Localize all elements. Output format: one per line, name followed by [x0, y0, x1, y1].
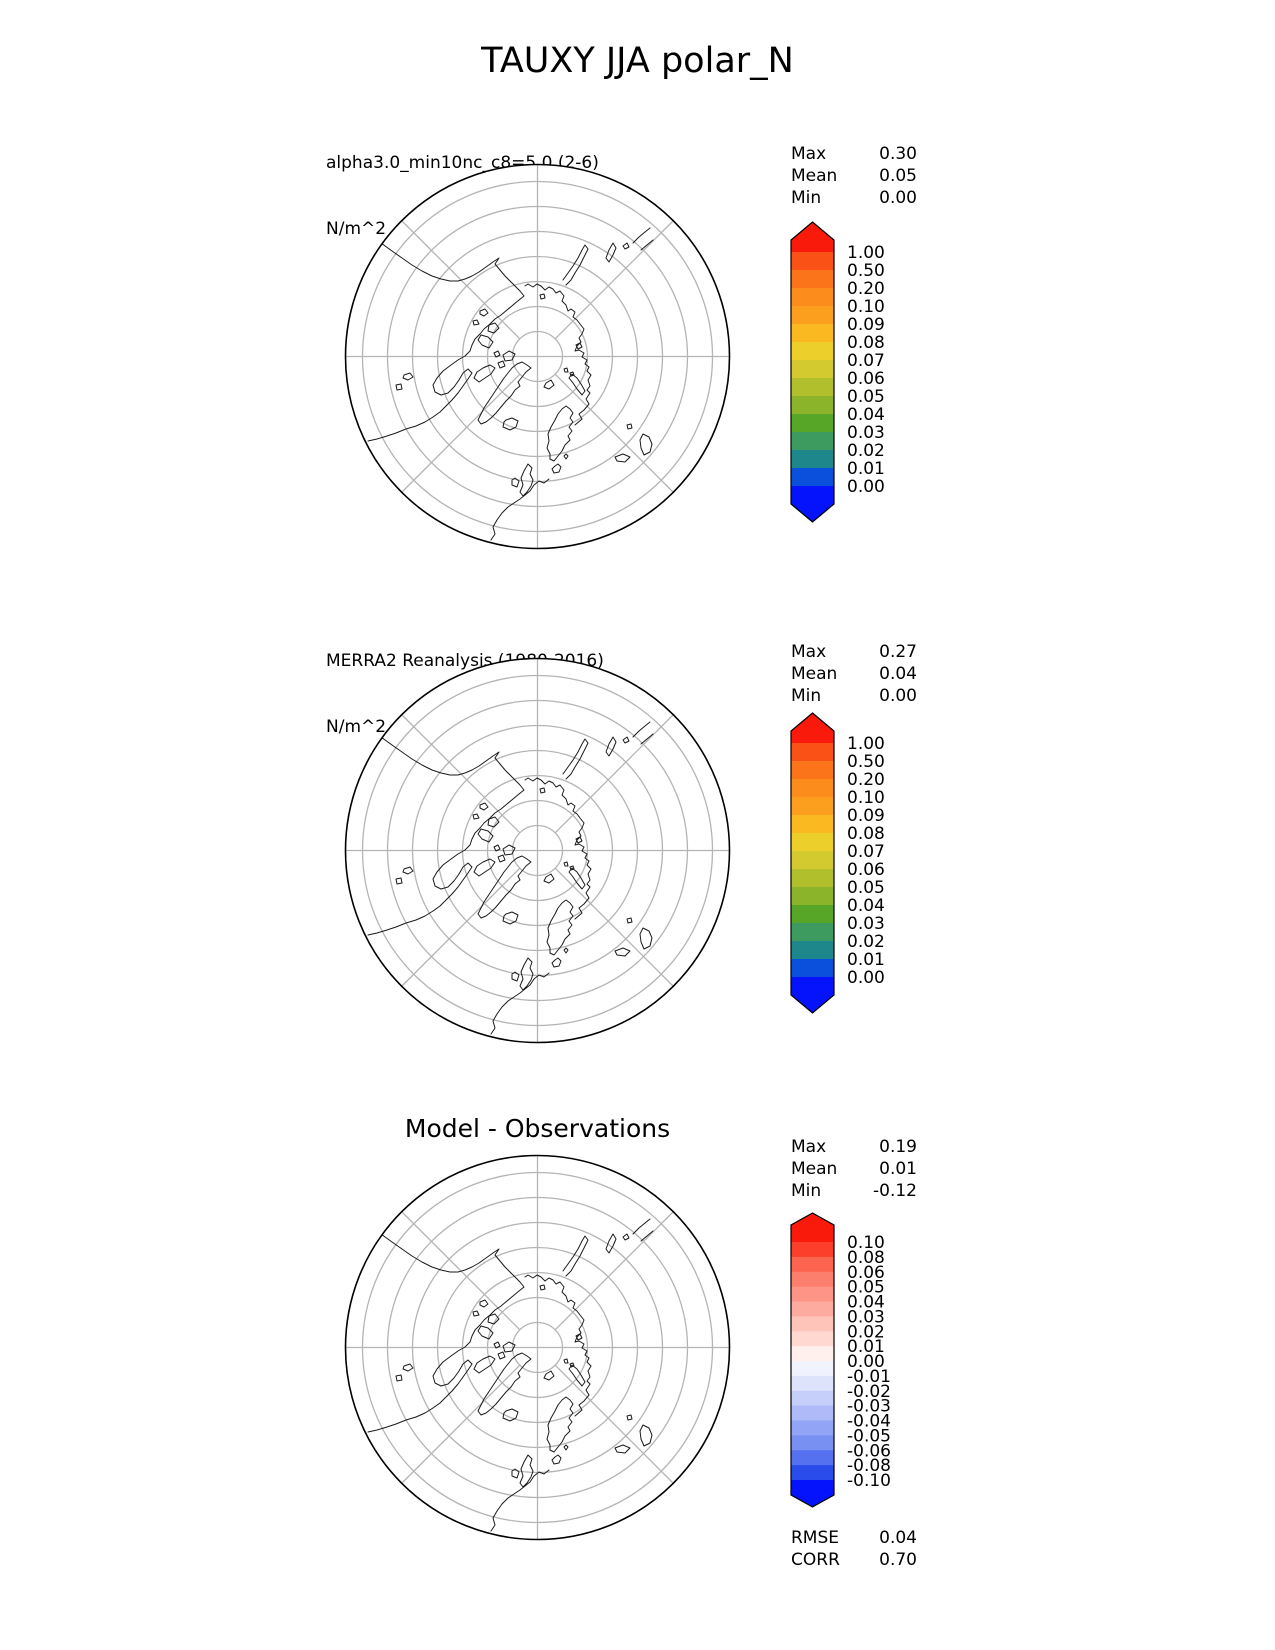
svg-text:0.08: 0.08: [847, 1248, 885, 1268]
svg-text:0.02: 0.02: [847, 441, 885, 461]
stat-label: Max: [791, 642, 827, 662]
panel2-stats: Max 0.27 Mean 0.04 Min 0.00: [791, 641, 917, 707]
panel3-colorbar: 0.10 0.08 0.06 0.05 0.04 0.03 0.02 0.01 0.00 -0.0…: [790, 1212, 931, 1513]
panel3-title: Model - Observations: [404, 1114, 671, 1143]
stat-label: Mean: [791, 664, 838, 684]
stat-value: 0.00: [879, 188, 917, 208]
svg-text:0.03: 0.03: [847, 914, 885, 934]
stat-label: RMSE: [791, 1528, 840, 1548]
stat-label: Min: [791, 1181, 822, 1201]
stat-row: Min -0.12: [791, 1180, 917, 1202]
svg-text:0.20: 0.20: [847, 770, 885, 790]
svg-text:0.04: 0.04: [847, 896, 885, 916]
svg-text:0.01: 0.01: [847, 950, 885, 970]
panel1-title: alpha3.0_min10nc_c8=5.0 (2-6): [326, 153, 599, 173]
stat-row: Max 0.19: [791, 1136, 917, 1158]
stat-value: 0.04: [879, 664, 917, 684]
stat-value: 0.00: [879, 686, 917, 706]
panel2-colorbar: 1.00 0.50 0.20 0.10 0.09 0.08 0.07 0.06 0.05 0.04…: [790, 712, 931, 1019]
svg-text:1.00: 1.00: [847, 243, 885, 263]
svg-text:0.03: 0.03: [847, 1307, 885, 1327]
panel2-units: N/m^2: [326, 717, 387, 737]
svg-text:0.05: 0.05: [847, 878, 885, 898]
svg-text:0.00: 0.00: [847, 477, 885, 497]
svg-text:0.04: 0.04: [847, 405, 885, 425]
figure-title: TAUXY JJA polar_N: [481, 41, 794, 81]
polar-map-model: [344, 163, 731, 550]
svg-text:0.50: 0.50: [847, 752, 885, 772]
svg-text:-0.05: -0.05: [847, 1426, 891, 1446]
svg-text:0.02: 0.02: [847, 932, 885, 952]
svg-text:0.50: 0.50: [847, 261, 885, 281]
stat-label: Mean: [791, 1159, 838, 1179]
svg-text:0.00: 0.00: [847, 1352, 885, 1372]
svg-text:0.02: 0.02: [847, 1322, 885, 1342]
stat-value: -0.12: [873, 1181, 917, 1201]
stat-row: Max 0.27: [791, 641, 917, 663]
svg-text:0.03: 0.03: [847, 423, 885, 443]
panel3-header: Model - Observations: [344, 1115, 731, 1143]
svg-text:0.07: 0.07: [847, 842, 885, 862]
stat-row: Min 0.00: [791, 187, 917, 209]
svg-text:0.08: 0.08: [847, 824, 885, 844]
svg-text:0.20: 0.20: [847, 279, 885, 299]
svg-text:0.10: 0.10: [847, 788, 885, 808]
stat-label: Min: [791, 686, 822, 706]
stat-value: 0.05: [879, 166, 917, 186]
svg-text:-0.03: -0.03: [847, 1397, 891, 1417]
stat-value: 0.04: [879, 1528, 917, 1548]
panel1-header: alpha3.0_min10nc_c8=5.0 (2-6) N/m^2: [326, 108, 599, 262]
polar-map-reference: [344, 657, 731, 1044]
stat-row: Max 0.30: [791, 143, 917, 165]
stat-label: Mean: [791, 166, 838, 186]
svg-text:-0.02: -0.02: [847, 1382, 891, 1402]
stat-row: Mean 0.05: [791, 165, 917, 187]
svg-text:0.08: 0.08: [847, 333, 885, 353]
stat-label: Max: [791, 144, 827, 164]
stat-label: Min: [791, 188, 822, 208]
panel1-units: N/m^2: [326, 219, 387, 239]
svg-text:-0.04: -0.04: [847, 1412, 891, 1432]
panel1-colorbar: 1.00 0.50 0.20 0.10 0.09 0.08 0.07 0.06 0.05 0.04…: [790, 221, 931, 528]
svg-text:0.06: 0.06: [847, 860, 885, 880]
svg-text:0.05: 0.05: [847, 1278, 885, 1298]
svg-text:0.00: 0.00: [847, 968, 885, 988]
svg-text:0.05: 0.05: [847, 387, 885, 407]
svg-text:-0.06: -0.06: [847, 1441, 891, 1461]
panel3-stats: Max 0.19 Mean 0.01 Min -0.12: [791, 1136, 917, 1202]
svg-text:0.09: 0.09: [847, 806, 885, 826]
svg-text:0.06: 0.06: [847, 1263, 885, 1283]
stat-row: Mean 0.04: [791, 663, 917, 685]
svg-text:0.04: 0.04: [847, 1293, 885, 1313]
footer-stats: RMSE 0.04 CORR 0.70: [791, 1527, 917, 1571]
svg-text:0.01: 0.01: [847, 1337, 885, 1357]
stat-value: 0.19: [879, 1137, 917, 1157]
svg-text:-0.08: -0.08: [847, 1456, 891, 1476]
stat-label: Max: [791, 1137, 827, 1157]
svg-text:-0.01: -0.01: [847, 1367, 891, 1387]
svg-text:0.07: 0.07: [847, 351, 885, 371]
stat-row: RMSE 0.04: [791, 1527, 917, 1549]
svg-text:-0.10: -0.10: [847, 1471, 891, 1491]
stat-value: 0.70: [879, 1550, 917, 1570]
stat-value: 0.30: [879, 144, 917, 164]
polar-map-difference: [344, 1154, 731, 1541]
svg-text:0.10: 0.10: [847, 297, 885, 317]
svg-text:0.06: 0.06: [847, 369, 885, 389]
panel1-stats: Max 0.30 Mean 0.05 Min 0.00: [791, 143, 917, 209]
stat-value: 0.01: [879, 1159, 917, 1179]
svg-text:0.09: 0.09: [847, 315, 885, 335]
svg-text:0.01: 0.01: [847, 459, 885, 479]
stat-label: CORR: [791, 1550, 840, 1570]
stat-row: Mean 0.01: [791, 1158, 917, 1180]
stat-row: CORR 0.70: [791, 1549, 917, 1571]
svg-text:0.10: 0.10: [847, 1233, 885, 1253]
svg-text:1.00: 1.00: [847, 734, 885, 754]
stat-row: Min 0.00: [791, 685, 917, 707]
stat-value: 0.27: [879, 642, 917, 662]
